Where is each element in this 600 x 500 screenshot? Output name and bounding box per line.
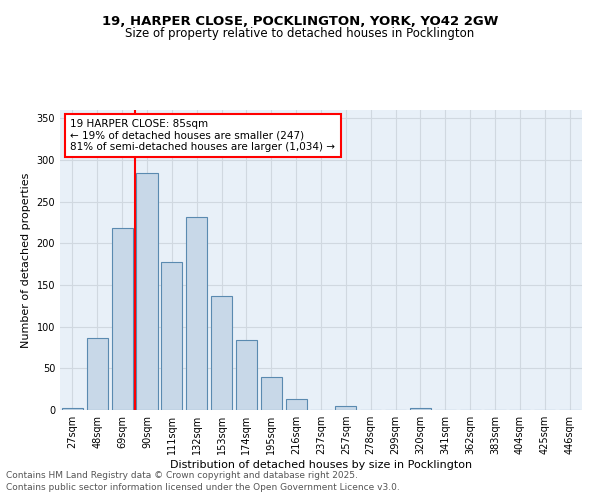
Bar (186, 216, 207, 410)
Bar (161, 262, 182, 410)
Bar (286, 399, 307, 410)
Bar (261, 376, 282, 410)
Bar (62, 408, 83, 410)
Bar (112, 228, 133, 410)
Text: Contains public sector information licensed under the Open Government Licence v3: Contains public sector information licen… (6, 484, 400, 492)
Bar (211, 296, 232, 410)
Bar (87, 338, 108, 410)
X-axis label: Distribution of detached houses by size in Pocklington: Distribution of detached houses by size … (170, 460, 472, 470)
Bar (410, 408, 431, 410)
Bar (335, 406, 356, 410)
Y-axis label: Number of detached properties: Number of detached properties (21, 172, 31, 348)
Bar (136, 174, 158, 410)
Text: 19, HARPER CLOSE, POCKLINGTON, YORK, YO42 2GW: 19, HARPER CLOSE, POCKLINGTON, YORK, YO4… (102, 15, 498, 28)
Text: Size of property relative to detached houses in Pocklington: Size of property relative to detached ho… (125, 28, 475, 40)
Bar (236, 340, 257, 410)
Text: 19 HARPER CLOSE: 85sqm
← 19% of detached houses are smaller (247)
81% of semi-de: 19 HARPER CLOSE: 85sqm ← 19% of detached… (70, 119, 335, 152)
Text: Contains HM Land Registry data © Crown copyright and database right 2025.: Contains HM Land Registry data © Crown c… (6, 471, 358, 480)
